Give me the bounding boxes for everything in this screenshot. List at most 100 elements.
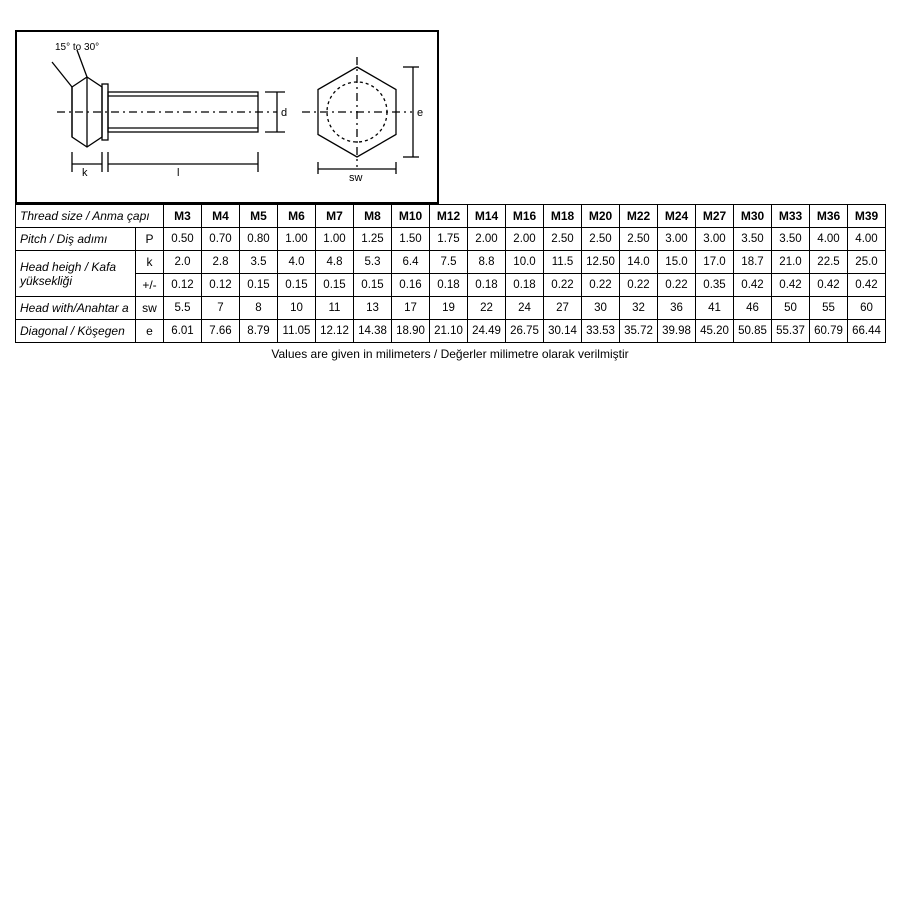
cell: 0.15 <box>316 274 354 297</box>
size-head: M4 <box>202 205 240 228</box>
cell: 10 <box>278 297 316 320</box>
cell: 50.85 <box>734 320 772 343</box>
row-label: Diagonal / Köşegen <box>16 320 136 343</box>
cell: 55 <box>810 297 848 320</box>
bolt-diagram-svg: 15° to 30° k l d sw e <box>17 32 437 202</box>
cell: 8.8 <box>468 251 506 274</box>
cell: 4.0 <box>278 251 316 274</box>
cell: 0.15 <box>354 274 392 297</box>
row-symbol: sw <box>136 297 164 320</box>
cell: 0.80 <box>240 228 278 251</box>
cell: 2.00 <box>506 228 544 251</box>
size-head: M12 <box>430 205 468 228</box>
cell: 0.22 <box>582 274 620 297</box>
size-head: M14 <box>468 205 506 228</box>
size-head: M36 <box>810 205 848 228</box>
dim-e-label: e <box>417 107 423 119</box>
cell: 0.42 <box>848 274 886 297</box>
cell: 8 <box>240 297 278 320</box>
cell: 1.50 <box>392 228 430 251</box>
cell: 41 <box>696 297 734 320</box>
dim-l-label: l <box>177 167 179 179</box>
dim-k-label: k <box>82 167 88 179</box>
cell: 1.75 <box>430 228 468 251</box>
cell: 0.22 <box>620 274 658 297</box>
cell: 3.50 <box>772 228 810 251</box>
header-label: Thread size / Anma çapı <box>16 205 164 228</box>
cell: 18.90 <box>392 320 430 343</box>
cell: 5.5 <box>164 297 202 320</box>
size-head: M39 <box>848 205 886 228</box>
cell: 0.70 <box>202 228 240 251</box>
cell: 7.66 <box>202 320 240 343</box>
cell: 0.15 <box>240 274 278 297</box>
cell: 45.20 <box>696 320 734 343</box>
cell: 7 <box>202 297 240 320</box>
row-symbol: k <box>136 251 164 274</box>
cell: 60 <box>848 297 886 320</box>
cell: 14.38 <box>354 320 392 343</box>
cell: 0.12 <box>202 274 240 297</box>
size-head: M18 <box>544 205 582 228</box>
row-diagonal: Diagonal / Köşegen e 6.01 7.66 8.79 11.0… <box>16 320 886 343</box>
cell: 3.5 <box>240 251 278 274</box>
cell: 13 <box>354 297 392 320</box>
cell: 1.25 <box>354 228 392 251</box>
cell: 32 <box>620 297 658 320</box>
size-head: M20 <box>582 205 620 228</box>
cell: 0.50 <box>164 228 202 251</box>
row-pitch: Pitch / Diş adımı P 0.50 0.70 0.80 1.00 … <box>16 228 886 251</box>
cell: 3.50 <box>734 228 772 251</box>
cell: 11.05 <box>278 320 316 343</box>
cell: 0.18 <box>506 274 544 297</box>
cell: 27 <box>544 297 582 320</box>
cell: 25.0 <box>848 251 886 274</box>
cell: 12.12 <box>316 320 354 343</box>
size-head: M5 <box>240 205 278 228</box>
cell: 46 <box>734 297 772 320</box>
size-head: M30 <box>734 205 772 228</box>
cell: 17 <box>392 297 430 320</box>
cell: 26.75 <box>506 320 544 343</box>
cell: 4.8 <box>316 251 354 274</box>
cell: 1.00 <box>316 228 354 251</box>
cell: 14.0 <box>620 251 658 274</box>
size-head: M6 <box>278 205 316 228</box>
cell: 0.22 <box>544 274 582 297</box>
cell: 55.37 <box>772 320 810 343</box>
cell: 36 <box>658 297 696 320</box>
cell: 8.79 <box>240 320 278 343</box>
row-symbol: +/- <box>136 274 164 297</box>
spec-table: Thread size / Anma çapı M3 M4 M5 M6 M7 M… <box>15 204 886 343</box>
row-label: Head heigh / Kafa yüksekliği <box>16 251 136 297</box>
cell: 2.8 <box>202 251 240 274</box>
size-head: M8 <box>354 205 392 228</box>
cell: 6.01 <box>164 320 202 343</box>
cell: 24.49 <box>468 320 506 343</box>
cell: 0.35 <box>696 274 734 297</box>
cell: 2.50 <box>582 228 620 251</box>
size-head: M3 <box>164 205 202 228</box>
cell: 35.72 <box>620 320 658 343</box>
cell: 0.22 <box>658 274 696 297</box>
cell: 24 <box>506 297 544 320</box>
cell: 4.00 <box>848 228 886 251</box>
cell: 15.0 <box>658 251 696 274</box>
size-head: M22 <box>620 205 658 228</box>
size-head: M7 <box>316 205 354 228</box>
row-head-height-tol: +/- 0.12 0.12 0.15 0.15 0.15 0.15 0.16 0… <box>16 274 886 297</box>
dim-sw-label: sw <box>349 172 363 184</box>
row-label: Head with/Anahtar a <box>16 297 136 320</box>
size-head: M33 <box>772 205 810 228</box>
row-symbol: e <box>136 320 164 343</box>
header-row: Thread size / Anma çapı M3 M4 M5 M6 M7 M… <box>16 205 886 228</box>
cell: 2.0 <box>164 251 202 274</box>
cell: 0.42 <box>734 274 772 297</box>
cell: 12.50 <box>582 251 620 274</box>
size-head: M27 <box>696 205 734 228</box>
cell: 30 <box>582 297 620 320</box>
cell: 0.18 <box>468 274 506 297</box>
cell: 66.44 <box>848 320 886 343</box>
cell: 0.18 <box>430 274 468 297</box>
footnote: Values are given in milimeters / Değerle… <box>15 347 885 361</box>
